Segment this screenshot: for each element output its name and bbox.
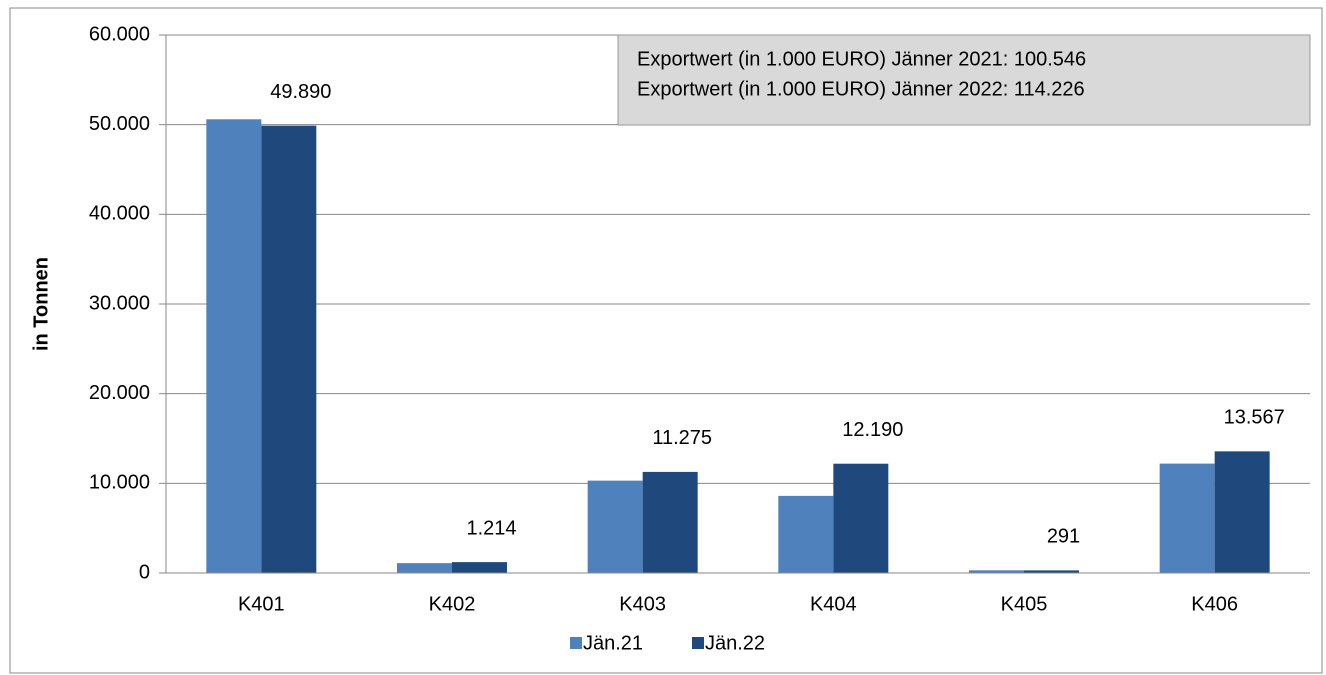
legend-swatch — [570, 637, 582, 649]
x-tick-label: K405 — [1001, 593, 1048, 615]
legend-label: Jän.21 — [583, 632, 643, 654]
y-tick-label: 60.000 — [89, 23, 150, 45]
y-tick-label: 50.000 — [89, 113, 150, 135]
data-label: 13.567 — [1224, 407, 1285, 429]
bar — [261, 125, 317, 573]
y-tick-label: 30.000 — [89, 292, 150, 314]
bar — [778, 495, 834, 573]
bar — [1024, 570, 1079, 573]
annotation: Exportwert (in 1.000 EURO) Jänner 2021: … — [637, 48, 1086, 70]
data-label: 12.190 — [842, 419, 903, 441]
x-tick-label: K403 — [619, 593, 666, 615]
y-tick-label: 0 — [139, 561, 150, 583]
legend-swatch — [692, 637, 704, 649]
bar — [1159, 463, 1215, 573]
bar — [833, 463, 889, 573]
x-tick-label: K402 — [429, 593, 476, 615]
bar — [397, 563, 452, 573]
annotation: Exportwert (in 1.000 EURO) Jänner 2022: … — [637, 78, 1085, 100]
data-label: 1.214 — [466, 517, 516, 539]
bar — [969, 570, 1024, 573]
x-tick-label: K404 — [810, 593, 857, 615]
bar — [206, 119, 262, 573]
y-axis-label: in Tonnen — [30, 257, 52, 351]
bar — [642, 471, 698, 573]
y-tick-label: 10.000 — [89, 472, 150, 494]
x-tick-label: K406 — [1191, 593, 1238, 615]
x-tick-label: K401 — [238, 593, 285, 615]
legend-label: Jän.22 — [705, 632, 765, 654]
data-label: 291 — [1047, 526, 1080, 548]
data-label: 49.890 — [270, 81, 331, 103]
annotation-box — [617, 34, 1311, 126]
data-label: 11.275 — [652, 427, 712, 449]
bar — [452, 562, 507, 573]
y-tick-label: 20.000 — [89, 382, 150, 404]
bar — [587, 480, 643, 573]
bar — [1214, 451, 1270, 573]
y-tick-label: 40.000 — [89, 203, 150, 225]
chart-frame — [9, 7, 1323, 674]
